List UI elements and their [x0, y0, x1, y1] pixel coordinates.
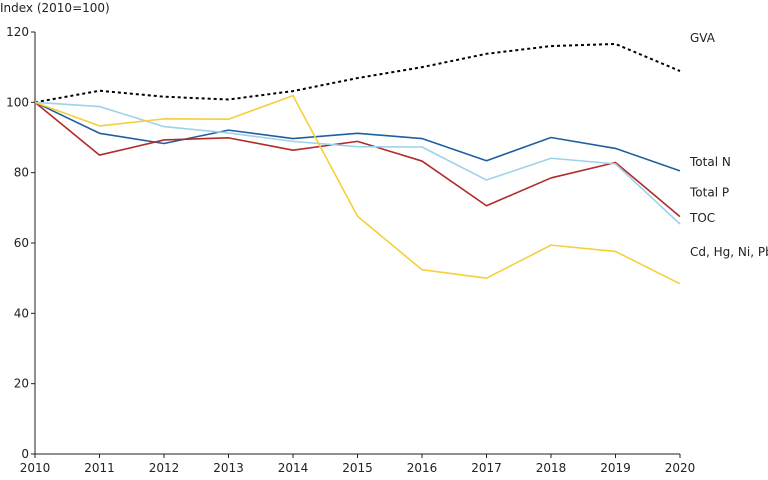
x-tick-label: 2010: [20, 461, 51, 475]
x-tick-label: 2016: [407, 461, 438, 475]
series-line: [34, 42, 681, 104]
series-label: Total N: [689, 155, 731, 169]
series-lines: [34, 42, 681, 285]
tick-labels: 0 20 40 60 80 100 120 2010 2011 2012 2013 2014 2015 2…: [6, 25, 695, 475]
x-tick-label: 2015: [342, 461, 373, 475]
x-tick-label: 2014: [278, 461, 309, 475]
x-tick-label: 2013: [213, 461, 244, 475]
series-line: [34, 94, 681, 285]
y-tick-label: 120: [6, 25, 29, 39]
series-line: [34, 101, 681, 172]
series-label: Cd, Hg, Ni, Pb: [690, 245, 768, 259]
y-axis-title: Index (2010=100): [0, 1, 110, 15]
x-tick-label: 2019: [600, 461, 631, 475]
y-tick-label: 0: [21, 447, 29, 461]
axes: [31, 31, 681, 458]
series-line: [34, 101, 681, 225]
x-tick-label: 2011: [84, 461, 115, 475]
x-tick-label: 2020: [665, 461, 696, 475]
x-tick-label: 2012: [149, 461, 180, 475]
series-line: [34, 101, 681, 218]
series-labels: GVA Total N Total P TOC Cd, Hg, Ni, Pb: [689, 31, 768, 259]
y-tick-label: 80: [14, 166, 29, 180]
x-tick-label: 2018: [536, 461, 567, 475]
y-tick-label: 40: [14, 306, 29, 320]
series-label: TOC: [689, 211, 715, 225]
y-tick-label: 60: [14, 236, 29, 250]
y-tick-label: 20: [14, 377, 29, 391]
series-label: GVA: [690, 31, 716, 45]
y-tick-label: 100: [6, 95, 29, 109]
x-tick-label: 2017: [471, 461, 502, 475]
series-label: Total P: [689, 186, 729, 200]
